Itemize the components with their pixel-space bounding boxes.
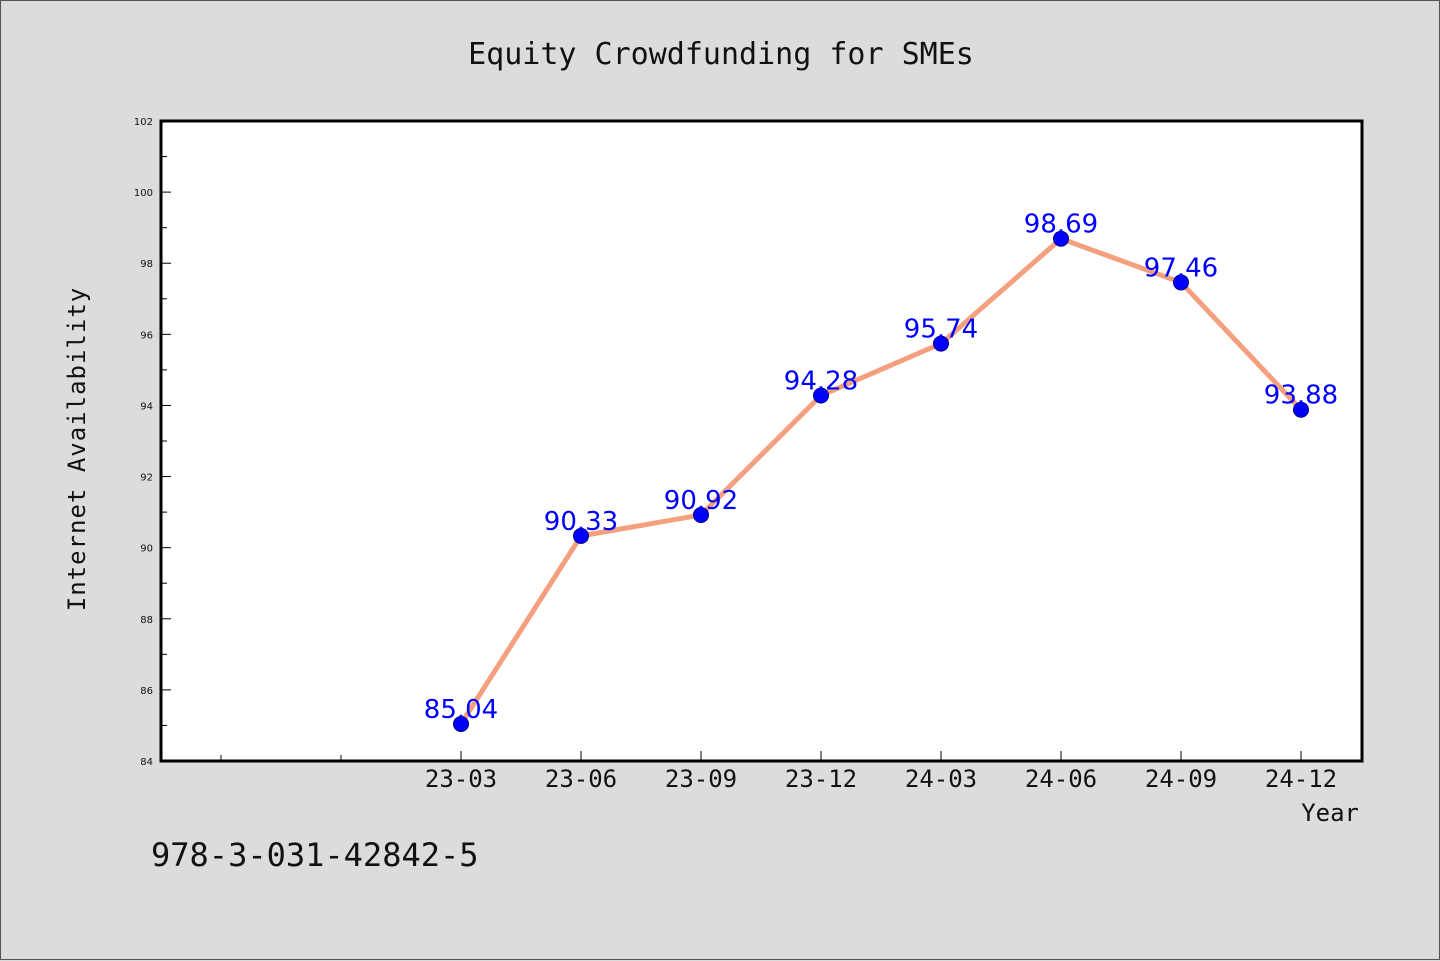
footer-isbn: 978-3-031-42842-5 xyxy=(151,836,479,874)
y-tick-label: 84 xyxy=(140,757,153,768)
plot-area xyxy=(159,119,1364,763)
y-tick-label: 90 xyxy=(140,544,153,555)
data-point xyxy=(693,506,709,523)
data-point xyxy=(1053,230,1069,247)
series-line xyxy=(458,236,1303,726)
y-tick-label: 102 xyxy=(134,117,153,128)
x-tick-label: 23-09 xyxy=(665,765,737,793)
data-point xyxy=(1173,274,1189,291)
y-tick-label: 96 xyxy=(140,330,153,341)
data-labels: 85.04 90.33 90.92 94.28 95.74 98.69 97.46 93.88 xyxy=(424,210,1338,725)
data-label: 98.69 xyxy=(1024,210,1098,240)
y-tick-label: 86 xyxy=(140,686,153,697)
y-axis: 84 86 88 90 92 94 96 98 100 102 xyxy=(134,117,171,768)
data-point xyxy=(1293,401,1309,418)
x-axis-label: Year xyxy=(1301,799,1359,827)
data-point xyxy=(573,527,589,544)
y-tick-label: 98 xyxy=(140,259,153,270)
y-tick-label: 88 xyxy=(140,615,153,626)
x-tick-label: 24-09 xyxy=(1145,765,1217,793)
y-tick-label: 92 xyxy=(140,473,153,484)
x-tick-label: 24-03 xyxy=(905,765,977,793)
x-tick-label: 24-12 xyxy=(1265,765,1337,793)
data-point xyxy=(933,335,949,352)
y-tick-label: 94 xyxy=(140,401,153,412)
x-tick-label: 24-06 xyxy=(1025,765,1097,793)
data-label: 90.92 xyxy=(664,486,738,516)
data-label: 97.46 xyxy=(1144,253,1218,283)
series-group xyxy=(453,230,1309,733)
data-point xyxy=(453,716,469,733)
data-label: 90.33 xyxy=(544,507,618,537)
data-label: 85.04 xyxy=(424,695,498,725)
data-point xyxy=(813,387,829,404)
data-label: 94.28 xyxy=(784,366,858,396)
y-axis-label: Internet Availability xyxy=(63,287,91,611)
x-tick-label: 23-12 xyxy=(785,765,857,793)
x-axis: 23-03 23-06 23-09 23-12 24-03 24-06 24-09 24-12 xyxy=(220,751,1337,793)
x-tick-label: 23-06 xyxy=(545,765,617,793)
data-label: 95.74 xyxy=(904,315,978,345)
data-label: 93.88 xyxy=(1264,381,1338,411)
x-tick-label: 23-03 xyxy=(425,765,497,793)
chart-title: Equity Crowdfunding for SMEs xyxy=(468,37,974,72)
y-tick-label: 100 xyxy=(134,188,153,199)
